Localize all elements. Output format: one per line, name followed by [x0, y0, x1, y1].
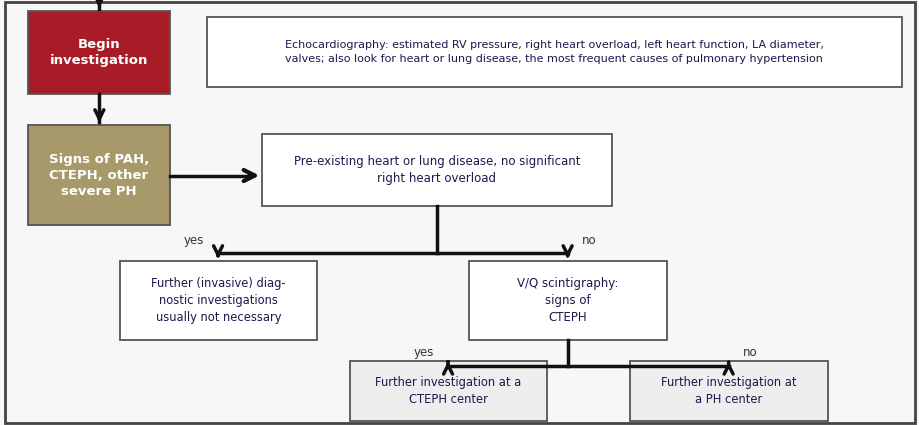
Text: yes: yes [414, 346, 434, 359]
FancyBboxPatch shape [207, 17, 901, 87]
Text: yes: yes [184, 234, 204, 247]
Text: V/Q scintigraphy:
signs of
CTEPH: V/Q scintigraphy: signs of CTEPH [516, 277, 618, 324]
Text: no: no [742, 346, 756, 359]
Text: Pre-existing heart or lung disease, no significant
right heart overload: Pre-existing heart or lung disease, no s… [293, 155, 580, 185]
Text: Further (invasive) diag-
nostic investigations
usually not necessary: Further (invasive) diag- nostic investig… [151, 277, 286, 324]
Text: Further investigation at a
CTEPH center: Further investigation at a CTEPH center [375, 376, 521, 406]
FancyBboxPatch shape [349, 361, 547, 421]
FancyBboxPatch shape [262, 134, 611, 206]
Text: Further investigation at
a PH center: Further investigation at a PH center [661, 376, 796, 406]
FancyBboxPatch shape [28, 125, 170, 225]
Text: Signs of PAH,
CTEPH, other
severe PH: Signs of PAH, CTEPH, other severe PH [49, 153, 149, 198]
FancyBboxPatch shape [119, 261, 317, 340]
Text: no: no [581, 234, 596, 247]
FancyBboxPatch shape [630, 361, 827, 421]
Text: Echocardiography: estimated RV pressure, right heart overload, left heart functi: Echocardiography: estimated RV pressure,… [285, 40, 823, 64]
FancyBboxPatch shape [469, 261, 666, 340]
Text: Begin
investigation: Begin investigation [50, 37, 148, 67]
FancyBboxPatch shape [28, 11, 170, 94]
